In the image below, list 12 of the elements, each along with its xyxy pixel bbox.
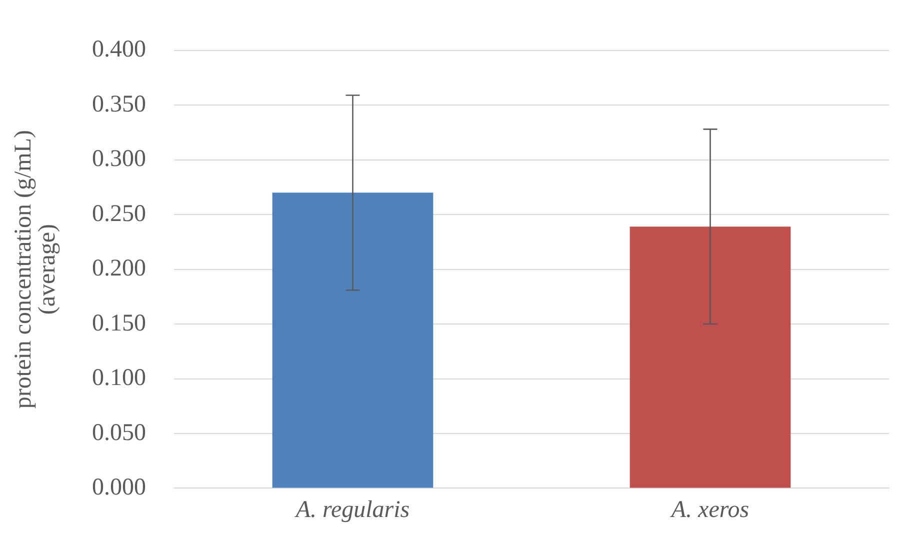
y-tick-label: 0.400 xyxy=(92,36,146,63)
y-tick-label: 0.350 xyxy=(92,91,146,118)
x-tick-label: A. xeros xyxy=(669,496,750,523)
y-tick-label: 0.100 xyxy=(92,365,146,392)
y-tick-label: 0.300 xyxy=(92,146,146,172)
y-tick-label: 0.000 xyxy=(92,474,146,500)
y-tick-label: 0.150 xyxy=(92,310,146,336)
y-tick-label: 0.250 xyxy=(92,200,146,227)
y-tick-label: 0.200 xyxy=(92,256,146,282)
x-tick-label: A. regularis xyxy=(294,496,410,523)
y-tick-label: 0.050 xyxy=(92,420,146,446)
y-axis-title: protein concentration (g/mL) (average) xyxy=(10,130,60,409)
